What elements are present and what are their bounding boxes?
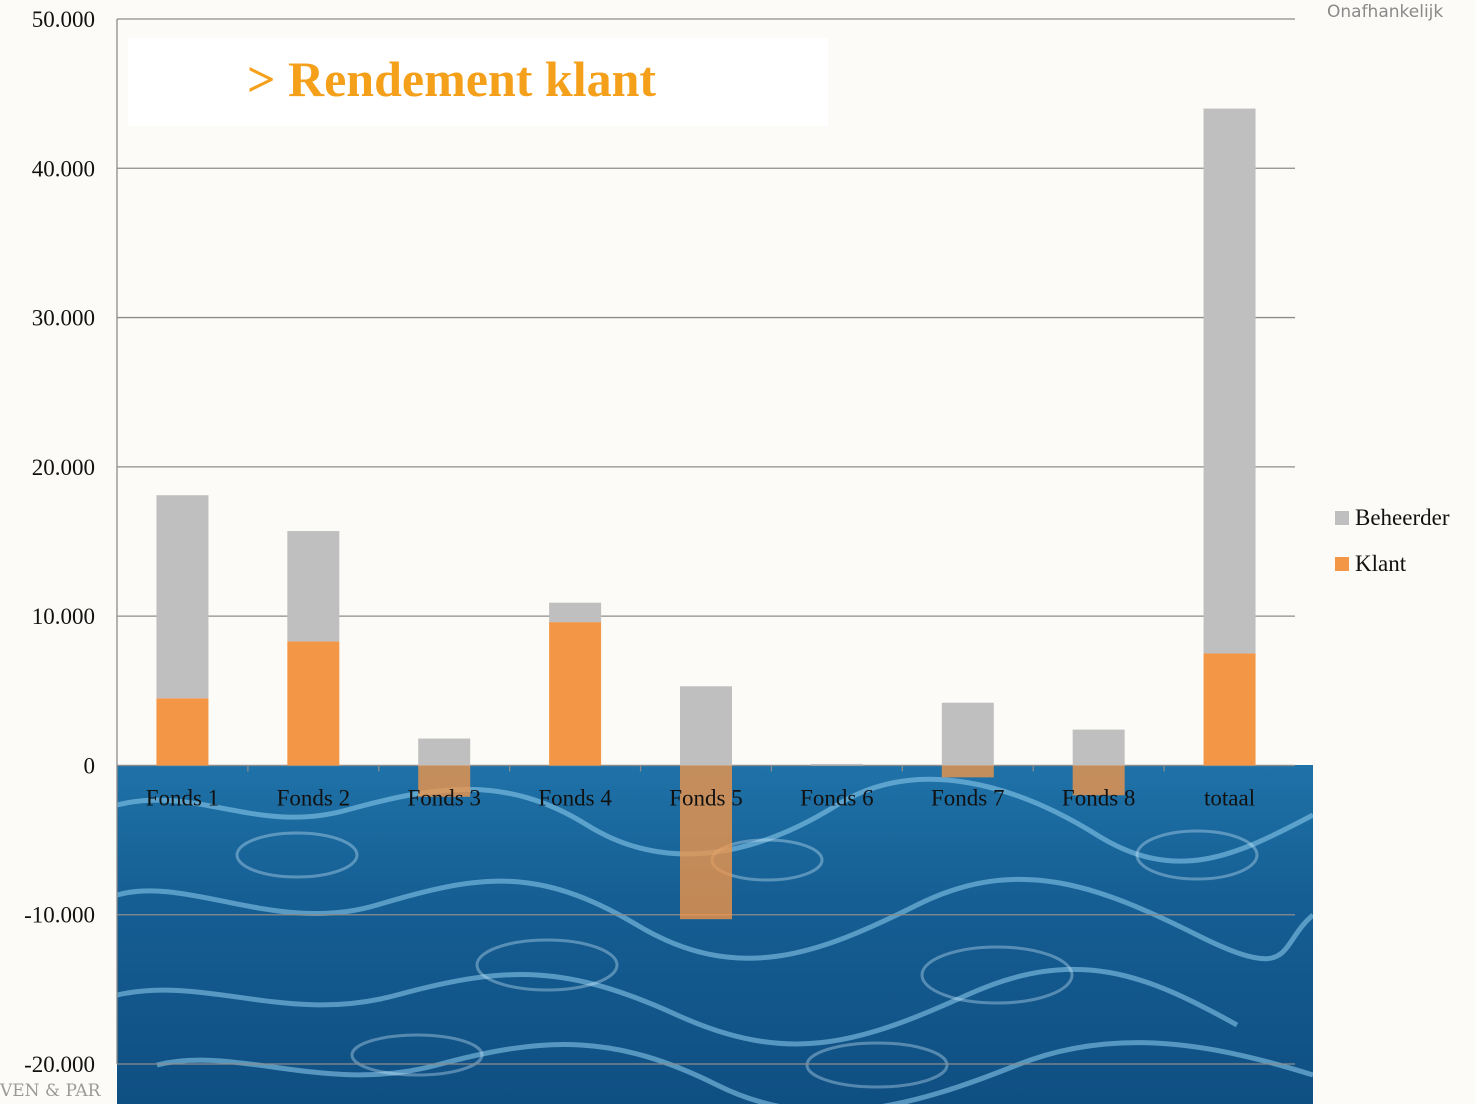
bar-klant-totaal — [1203, 653, 1256, 766]
bar-beheerder-fonds-7 — [941, 702, 994, 766]
footer-logo-text: VEN & PAR — [0, 1081, 101, 1101]
bar-beheerder-totaal — [1203, 108, 1256, 654]
bar-klant-fonds-1 — [156, 698, 209, 766]
x-category-label: Fonds 2 — [277, 785, 351, 810]
x-category-label: Fonds 5 — [669, 785, 743, 810]
legend-item-klant: Klant — [1335, 551, 1450, 577]
x-category-label: Fonds 4 — [538, 785, 612, 810]
bar-klant-fonds-3 — [418, 765, 471, 797]
slide-title: > Rendement klant — [247, 51, 657, 107]
chart-legend: Beheerder Klant — [1335, 505, 1450, 597]
bar-beheerder-fonds-4 — [549, 602, 602, 623]
bar-klant-fonds-4 — [549, 622, 602, 766]
y-tick-label: 0 — [84, 753, 96, 778]
bar-beheerder-fonds-1 — [156, 495, 209, 699]
water-caustics-pattern — [117, 776, 1313, 1104]
x-category-label: Fonds 6 — [800, 785, 874, 810]
x-category-label: Fonds 7 — [931, 785, 1005, 810]
legend-label-beheerder: Beheerder — [1355, 505, 1450, 530]
y-tick-label: 10.000 — [32, 604, 95, 629]
legend-label-klant: Klant — [1355, 551, 1407, 576]
bar-beheerder-fonds-3 — [418, 738, 471, 766]
title-box — [128, 38, 828, 126]
bar-beheerder-fonds-6 — [810, 763, 863, 766]
bar-klant-fonds-8 — [1072, 765, 1125, 796]
bar-beheerder-fonds-5 — [680, 686, 732, 766]
y-tick-label: 30.000 — [32, 306, 95, 331]
legend-swatch-beheerder — [1335, 511, 1349, 525]
bar-beheerder-fonds-8 — [1072, 729, 1125, 766]
header-tagline: Onafhankelijk — [1327, 2, 1444, 22]
y-tick-label: 20.000 — [32, 455, 95, 480]
bar-klant-fonds-2 — [287, 641, 340, 766]
bar-klant-fonds-7 — [941, 765, 994, 778]
legend-swatch-klant — [1335, 557, 1349, 571]
x-category-label: Fonds 8 — [1062, 785, 1136, 810]
y-tick-label: 40.000 — [32, 156, 95, 181]
x-category-label: Fonds 1 — [146, 785, 220, 810]
y-tick-label: 50.000 — [32, 7, 95, 32]
y-tick-label: -20.000 — [24, 1052, 95, 1077]
legend-item-beheerder: Beheerder — [1335, 505, 1450, 531]
x-category-label: Fonds 3 — [407, 785, 481, 810]
bar-klant-fonds-5 — [680, 765, 732, 920]
bar-beheerder-fonds-2 — [287, 531, 340, 642]
x-category-label: totaal — [1204, 785, 1255, 810]
y-tick-label: -10.000 — [24, 903, 95, 928]
